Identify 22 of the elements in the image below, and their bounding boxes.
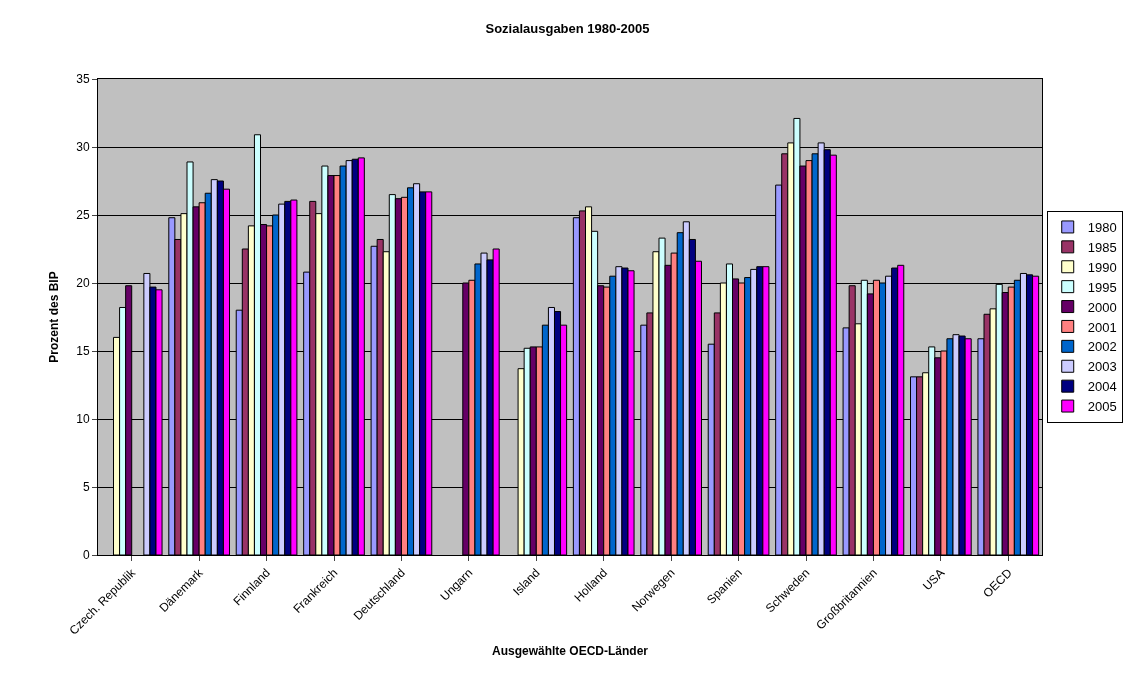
x-axis-title: Ausgewählte OECD-Länder bbox=[491, 644, 649, 659]
legend-label: 1980 bbox=[1087, 220, 1117, 236]
legend-label: 2005 bbox=[1087, 399, 1117, 415]
legend-label: 2000 bbox=[1087, 299, 1117, 315]
x-tick-label: USA bbox=[919, 565, 948, 594]
y-tick-label: 20 bbox=[76, 276, 90, 291]
legend-label: 2001 bbox=[1087, 319, 1117, 335]
y-tick-label: 30 bbox=[76, 140, 90, 155]
legend-label: 2002 bbox=[1087, 339, 1117, 355]
y-tick-label: 15 bbox=[76, 344, 90, 359]
y-tick-label: 0 bbox=[82, 548, 90, 563]
legend-label: 2003 bbox=[1087, 359, 1117, 375]
legend-label: 2004 bbox=[1087, 379, 1117, 395]
y-axis-title: Prozent des BIP bbox=[46, 271, 61, 363]
legend-label: 1990 bbox=[1087, 259, 1117, 275]
y-tick-label: 25 bbox=[76, 208, 90, 223]
legend-label: 1985 bbox=[1087, 239, 1117, 255]
y-tick-label: 10 bbox=[76, 412, 90, 427]
y-tick-label: 35 bbox=[76, 72, 90, 87]
chart-title: Sozialausgaben 1980-2005 bbox=[485, 21, 650, 37]
legend-label: 1995 bbox=[1087, 279, 1117, 295]
y-tick-label: 5 bbox=[82, 480, 90, 495]
